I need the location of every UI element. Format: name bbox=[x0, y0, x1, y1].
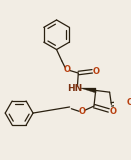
Text: O: O bbox=[126, 98, 131, 107]
Text: O: O bbox=[64, 65, 70, 74]
Text: O: O bbox=[93, 67, 100, 76]
Polygon shape bbox=[80, 88, 96, 93]
Text: HN: HN bbox=[67, 84, 82, 93]
Text: O: O bbox=[110, 107, 117, 116]
Text: O: O bbox=[78, 107, 85, 116]
